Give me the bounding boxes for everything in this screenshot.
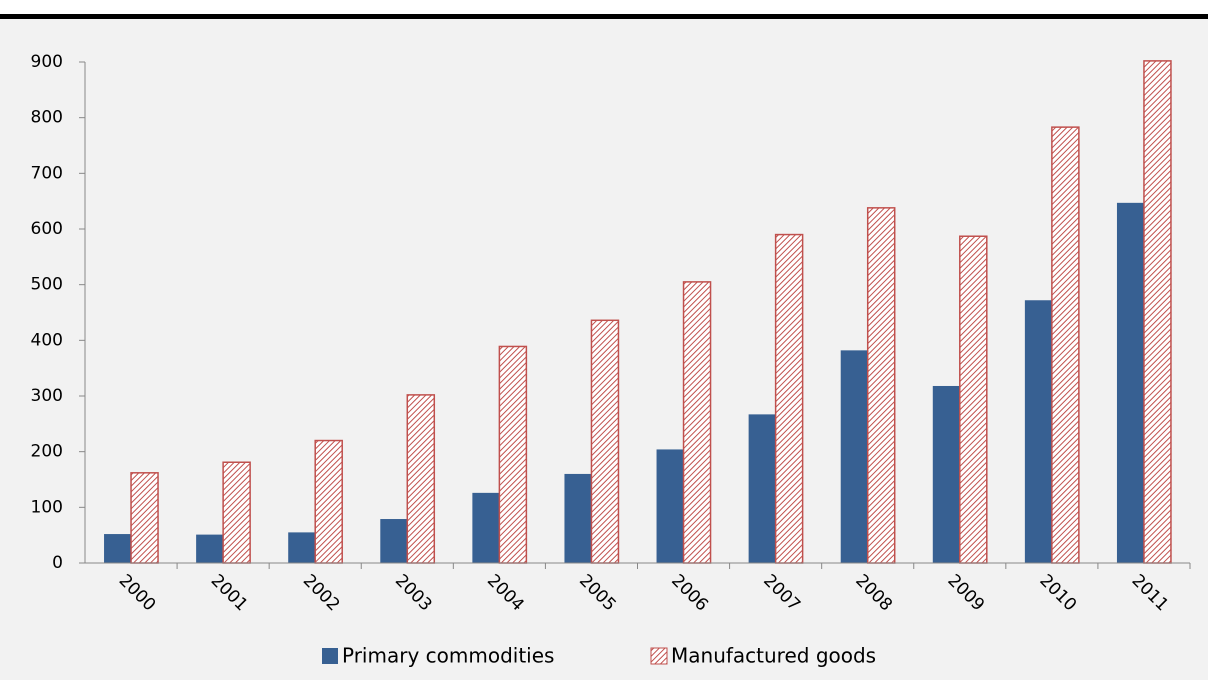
- bar: [472, 492, 500, 563]
- y-tick-label: 500: [31, 275, 63, 295]
- y-tick-label: 300: [31, 386, 63, 406]
- bar: [314, 439, 343, 564]
- y-tick-label: 700: [31, 163, 63, 183]
- bar: [1116, 202, 1144, 563]
- y-tick-label: 900: [31, 52, 63, 72]
- bar: [104, 534, 132, 563]
- bar: [380, 519, 408, 563]
- bar: [288, 532, 316, 563]
- bar: [590, 319, 620, 564]
- bar: [1024, 300, 1052, 563]
- bar: [840, 350, 868, 563]
- bar: [498, 345, 528, 564]
- bar: [1143, 60, 1172, 564]
- y-tick-label: 0: [52, 553, 63, 573]
- bar: [196, 534, 224, 563]
- y-tick-label: 800: [31, 108, 63, 128]
- bar: [222, 461, 251, 564]
- y-tick-label: 400: [31, 330, 63, 350]
- bar: [130, 472, 159, 564]
- top-rule: [0, 14, 1208, 19]
- legend-label: Primary commodities: [342, 644, 554, 668]
- y-tick-label: 100: [31, 497, 63, 517]
- bar: [774, 233, 804, 564]
- bar: [748, 414, 776, 563]
- legend-label: Manufactured goods: [671, 644, 876, 668]
- y-tick-label: 600: [31, 219, 63, 239]
- bar: [682, 281, 712, 564]
- legend-swatch: [322, 648, 338, 664]
- bar: [564, 473, 592, 563]
- bar: [866, 207, 896, 564]
- bar: [406, 394, 436, 564]
- bar: [959, 235, 988, 564]
- bar: [656, 449, 684, 563]
- legend-swatch: [650, 647, 668, 665]
- bar: [1051, 126, 1080, 564]
- bar: [932, 385, 960, 563]
- y-tick-label: 200: [31, 442, 63, 462]
